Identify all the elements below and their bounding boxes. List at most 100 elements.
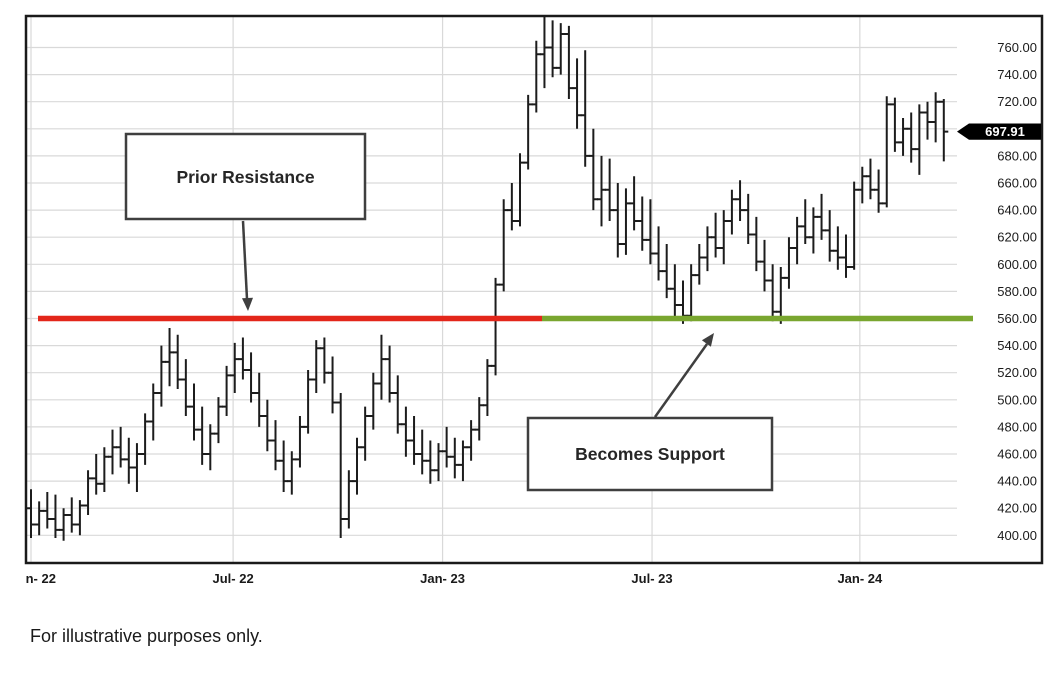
ohlc-bar <box>450 437 460 479</box>
y-tick-label: 620.00 <box>997 230 1037 245</box>
last-price-tag: 697.91 <box>957 123 1041 140</box>
y-tick-label: 540.00 <box>997 338 1037 353</box>
ohlc-bar <box>42 491 52 529</box>
ohlc-bar <box>197 406 207 465</box>
y-tick-label: 460.00 <box>997 447 1037 462</box>
ohlc-bar <box>621 188 631 255</box>
ohlc-bar <box>499 199 509 292</box>
ohlc-bar <box>303 369 313 434</box>
ohlc-bar <box>91 454 101 495</box>
ohlc-bar <box>515 153 525 227</box>
ohlc-bar <box>906 112 916 163</box>
y-tick-label: 480.00 <box>997 419 1037 434</box>
ohlc-bar <box>279 440 289 492</box>
ohlc-bar <box>165 327 175 387</box>
ohlc-bar <box>629 176 639 231</box>
ohlc-bar <box>173 334 183 389</box>
y-tick-label: 740.00 <box>997 67 1037 82</box>
ohlc-bar <box>572 58 582 129</box>
x-tick-label: Jan- 23 <box>420 571 465 586</box>
ohlc-bar <box>556 23 566 75</box>
ohlc-bar <box>474 397 484 441</box>
gridlines <box>25 15 957 563</box>
ohlc-bar <box>393 375 403 434</box>
ohlc-bar <box>735 180 745 221</box>
ohlc-bar <box>376 334 386 400</box>
ohlc-bar <box>262 399 272 452</box>
last-price-tag-label: 697.91 <box>985 124 1025 139</box>
ohlc-bar <box>548 20 558 78</box>
ohlc-bar <box>564 25 574 99</box>
becomes-support-label: Becomes Support <box>575 444 725 464</box>
ohlc-bar <box>491 277 501 376</box>
ohlc-bar <box>319 337 329 384</box>
ohlc-bar <box>597 155 606 227</box>
ohlc-bar <box>417 429 427 475</box>
ohlc-bar <box>311 340 321 394</box>
ohlc-bar <box>466 420 476 461</box>
ohlc-bar <box>271 420 280 471</box>
ohlc-bar <box>442 426 452 468</box>
ohlc-bar <box>825 210 835 262</box>
ohlc-bar <box>132 443 142 492</box>
ohlc-bar <box>817 193 827 240</box>
ohlc-bar <box>401 406 411 457</box>
ohlc-bar <box>34 501 44 536</box>
x-tick-label: Jul- 23 <box>631 571 672 586</box>
ohlc-bar <box>874 169 884 213</box>
prior-resistance-arrowhead-icon <box>242 297 253 311</box>
y-tick-label: 600.00 <box>997 257 1037 272</box>
annotation-becomes-support: Becomes Support <box>526 333 774 492</box>
ohlc-bar <box>588 128 598 211</box>
ohlc-bar <box>344 470 354 529</box>
ohlc-bar <box>654 226 664 281</box>
ohlc-bar <box>425 440 435 484</box>
ohlc-bar <box>458 440 468 482</box>
ohlc-bar <box>222 365 232 417</box>
ohlc-bar <box>890 97 900 152</box>
ohlc-bar <box>328 356 338 414</box>
ohlc-bar <box>662 243 672 299</box>
ohlc-bar <box>213 397 223 444</box>
x-tick-label: Jan- 24 <box>837 571 883 586</box>
ohlc-bar <box>181 359 191 417</box>
ohlc-bar <box>939 98 949 162</box>
becomes-support-arrowhead-icon <box>701 333 714 347</box>
ohlc-bar <box>539 16 549 89</box>
ohlc-bar <box>156 345 166 407</box>
ohlc-bar <box>148 383 158 441</box>
ohlc-bar <box>50 494 60 539</box>
ohlc-bar <box>108 429 117 475</box>
y-tick-label: 400.00 <box>997 528 1037 543</box>
y-tick-label: 760.00 <box>997 40 1037 55</box>
price-bars <box>26 16 949 541</box>
ohlc-bar <box>482 359 492 417</box>
ohlc-bar <box>686 264 696 322</box>
ohlc-bar <box>857 166 867 204</box>
ohlc-bar <box>645 199 655 265</box>
ohlc-bar <box>792 216 802 265</box>
ohlc-bar <box>743 193 753 244</box>
footnote: For illustrative purposes only. <box>30 626 263 646</box>
ohlc-bar <box>931 92 941 143</box>
y-tick-label: 420.00 <box>997 501 1037 516</box>
ohlc-bar <box>784 237 794 289</box>
ohlc-bar <box>507 183 517 231</box>
y-tick-label: 520.00 <box>997 365 1037 380</box>
x-axis-labels: n- 22 Jul- 22 Jan- 23 Jul- 23 Jan- 24 <box>26 571 883 586</box>
ohlc-bar <box>605 158 615 221</box>
prior-resistance-arrow-line <box>241 220 249 300</box>
ohlc-bar <box>914 104 924 175</box>
annotation-prior-resistance: Prior Resistance <box>124 132 367 311</box>
ohlc-bar <box>776 267 786 324</box>
ohlc-bar <box>865 158 875 200</box>
y-tick-label: 580.00 <box>997 284 1037 299</box>
ohlc-bar <box>711 212 721 258</box>
prior-resistance-label: Prior Resistance <box>176 167 314 187</box>
ohlc-bar <box>360 406 370 461</box>
ohlc-bar <box>287 451 297 495</box>
ohlc-price-chart: 760.00 740.00 720.00 680.00 660.00 640.00 620.… <box>24 14 1044 586</box>
ohlc-bar <box>523 94 533 170</box>
ohlc-bar <box>75 500 85 536</box>
